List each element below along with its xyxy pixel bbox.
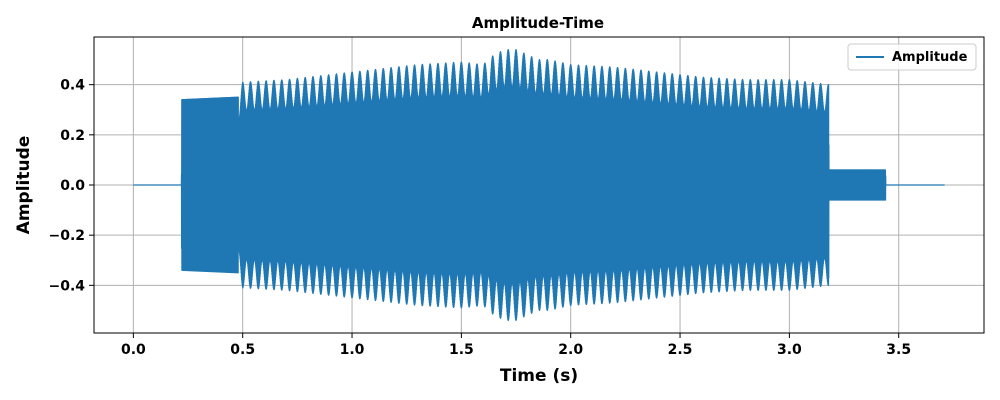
y-axis-label: Amplitude bbox=[14, 136, 34, 235]
legend-label-amplitude: Amplitude bbox=[892, 50, 968, 65]
x-tick-label: 1.0 bbox=[340, 342, 365, 358]
chart-title: Amplitude-Time bbox=[472, 14, 604, 32]
x-tick-label: 0.0 bbox=[121, 342, 146, 358]
y-tick-label: 0.4 bbox=[60, 78, 85, 94]
x-axis-label: Time (s) bbox=[500, 366, 578, 386]
plot-area bbox=[132, 48, 946, 322]
x-tick-label: 0.5 bbox=[230, 342, 255, 358]
y-tick-label: 0.2 bbox=[60, 128, 85, 144]
y-axis-ticks: −0.4 −0.2 0.0 0.2 0.4 bbox=[48, 78, 94, 294]
x-tick-label: 3.0 bbox=[777, 342, 802, 358]
y-tick-label: −0.4 bbox=[48, 278, 85, 294]
legend-box bbox=[847, 43, 977, 71]
amplitude-series-line bbox=[132, 48, 946, 322]
x-tick-label: 2.0 bbox=[558, 342, 583, 358]
x-tick-label: 1.5 bbox=[449, 342, 474, 358]
x-tick-label: 3.5 bbox=[886, 342, 911, 358]
y-tick-label: 0.0 bbox=[60, 178, 85, 194]
x-axis-ticks: 0.0 0.5 1.0 1.5 2.0 2.5 3.0 3.5 bbox=[121, 333, 911, 358]
y-tick-label: −0.2 bbox=[48, 228, 85, 244]
x-tick-label: 2.5 bbox=[668, 342, 693, 358]
legend: Amplitude bbox=[847, 43, 977, 71]
